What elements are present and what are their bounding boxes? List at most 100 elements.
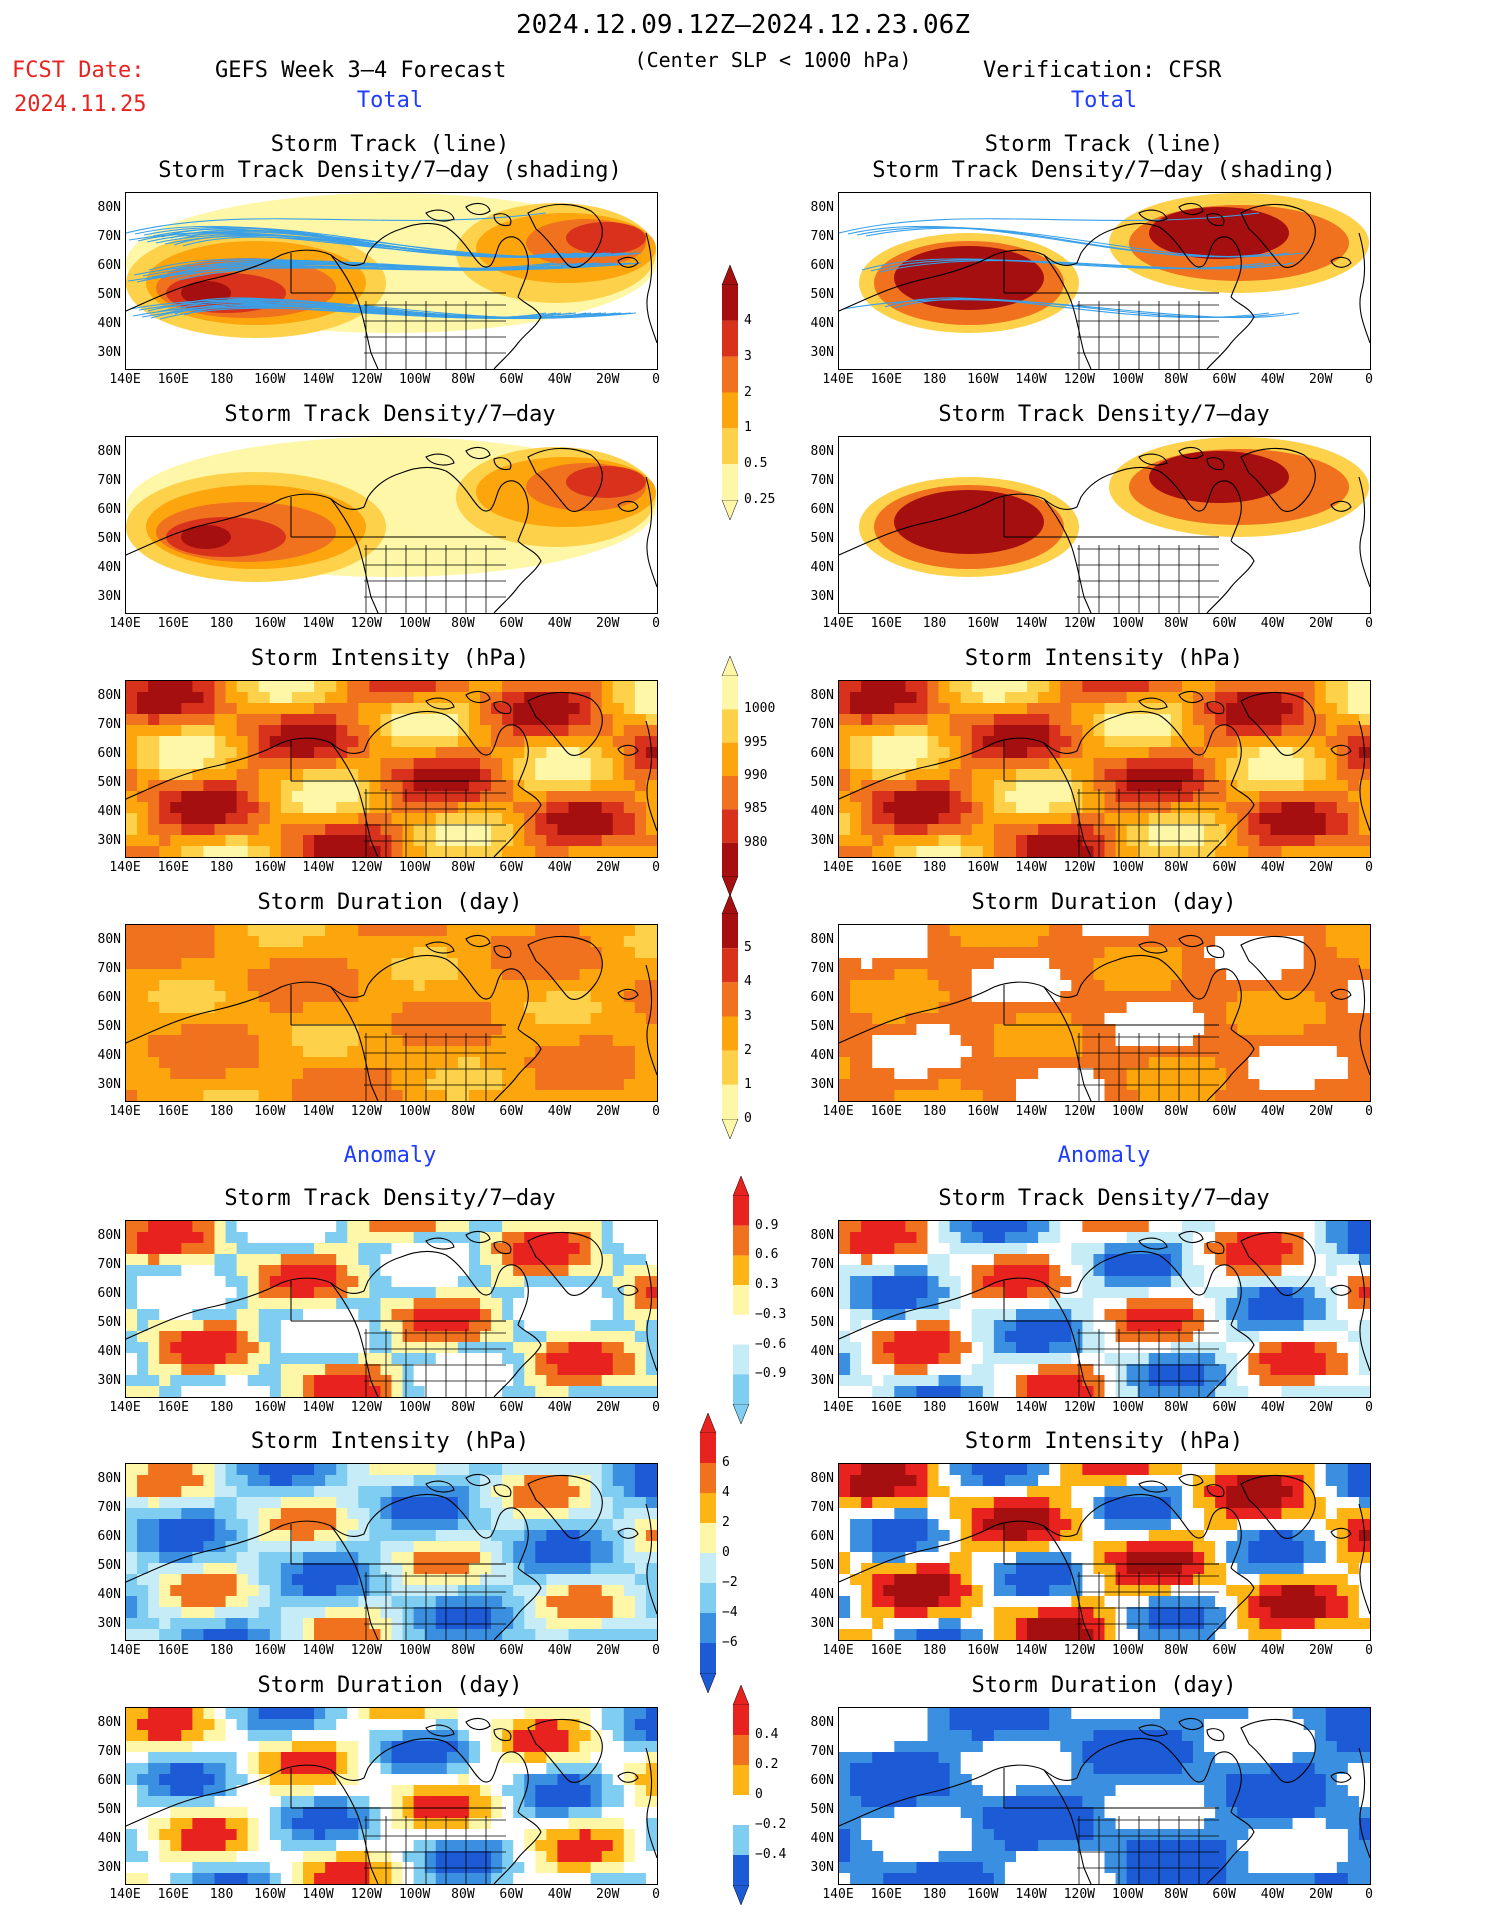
grid-cell (1181, 802, 1194, 814)
grid-cell (1159, 1002, 1172, 1014)
grid-cell (225, 1375, 238, 1387)
grid-cell (612, 1342, 625, 1354)
grid-cell (645, 1068, 657, 1080)
grid-cell (159, 1276, 171, 1288)
grid-cell (280, 1486, 293, 1498)
grid-cell (513, 791, 525, 803)
grid-cell (269, 1287, 282, 1299)
grid-cell (446, 813, 459, 825)
grid-cell (446, 769, 459, 781)
grid-cell (203, 1265, 215, 1277)
grid-cell (137, 692, 149, 704)
grid-cell (1237, 1254, 1249, 1266)
grid-cell (468, 1024, 481, 1036)
grid-cell (258, 780, 271, 792)
grid-cell (181, 925, 193, 937)
grid-cell (280, 1046, 293, 1058)
grid-cell (1215, 780, 1227, 792)
grid-cell (612, 802, 625, 814)
grid-cell (1104, 725, 1117, 737)
grid-cell (203, 813, 215, 825)
grid-cell (1204, 769, 1216, 781)
grid-cell (1137, 1386, 1150, 1397)
grid-cell (457, 736, 470, 748)
grid-cell (623, 980, 636, 992)
grid-cell (1347, 980, 1360, 992)
grid-cell (258, 1342, 271, 1354)
grid-cell (1027, 1046, 1039, 1058)
grid-cell (916, 1364, 928, 1376)
grid-cell (927, 780, 940, 792)
grid-cell (1281, 947, 1294, 959)
grid-cell (347, 1353, 359, 1365)
grid-cell (1259, 1320, 1271, 1332)
grid-cell (535, 1475, 547, 1487)
grid-cell (971, 1090, 984, 1101)
grid-cell (1215, 813, 1227, 825)
grid-cell (905, 936, 917, 948)
grid-cell (916, 824, 928, 836)
grid-cell (1281, 1276, 1294, 1288)
grid-cell (325, 1508, 337, 1520)
grid-cell (325, 769, 337, 781)
grid-cell (148, 703, 160, 715)
grid-cell (1038, 1046, 1050, 1058)
grid-cell (159, 736, 171, 748)
grid-cell (938, 1024, 951, 1036)
grid-cell (347, 1486, 359, 1498)
grid-cell (1016, 714, 1028, 726)
grid-cell (1336, 1079, 1349, 1091)
grid-cell (1038, 1221, 1050, 1233)
grid-cell (1093, 747, 1105, 759)
grid-cell (236, 936, 249, 948)
grid-cell (590, 758, 603, 770)
grid-cell (1259, 736, 1271, 748)
grid-cell (872, 925, 884, 937)
grid-cell (1060, 1013, 1072, 1025)
grid-cell (1204, 802, 1216, 814)
grid-cell (557, 1232, 569, 1244)
grid-cell (159, 835, 171, 847)
grid-cell (960, 1309, 973, 1321)
grid-cell (568, 813, 581, 825)
grid-cell (601, 1320, 614, 1332)
grid-cell (1093, 736, 1105, 748)
grid-cell (325, 1519, 337, 1531)
grid-cell (1038, 835, 1050, 847)
grid-cell (645, 1046, 657, 1058)
grid-cell (336, 969, 348, 981)
grid-cell (905, 1013, 917, 1025)
grid-cell (347, 1024, 359, 1036)
grid-cell (203, 1353, 215, 1365)
grid-cell (1060, 1002, 1072, 1014)
grid-cell (203, 1035, 215, 1047)
grid-cell (1325, 1265, 1338, 1277)
grid-cell (883, 947, 895, 959)
grid-cell (1314, 1342, 1327, 1354)
grid-cell (1281, 1221, 1294, 1233)
grid-cell (1104, 980, 1117, 992)
grid-cell (247, 936, 260, 948)
grid-cell (126, 1375, 138, 1387)
grid-cell (314, 1331, 326, 1343)
grid-cell (1347, 1265, 1360, 1277)
grid-cell (258, 725, 271, 737)
grid-cell (1049, 1243, 1061, 1255)
grid-cell (601, 1254, 614, 1266)
grid-cell (491, 1024, 503, 1036)
grid-cell (568, 1090, 581, 1101)
grid-cell (535, 824, 547, 836)
grid-cell (170, 1068, 182, 1080)
grid-cell (1292, 846, 1305, 857)
grid-cell (916, 1013, 928, 1025)
grid-cell (446, 824, 459, 836)
grid-cell (148, 1254, 160, 1266)
grid-cell (982, 936, 995, 948)
grid-cell (380, 1232, 392, 1244)
grid-cell (303, 1320, 315, 1332)
grid-cell (535, 802, 547, 814)
grid-cell (1137, 1002, 1150, 1014)
grid-cell (971, 1002, 984, 1014)
grid-cell (424, 1287, 437, 1299)
grid-cell (1336, 736, 1349, 748)
